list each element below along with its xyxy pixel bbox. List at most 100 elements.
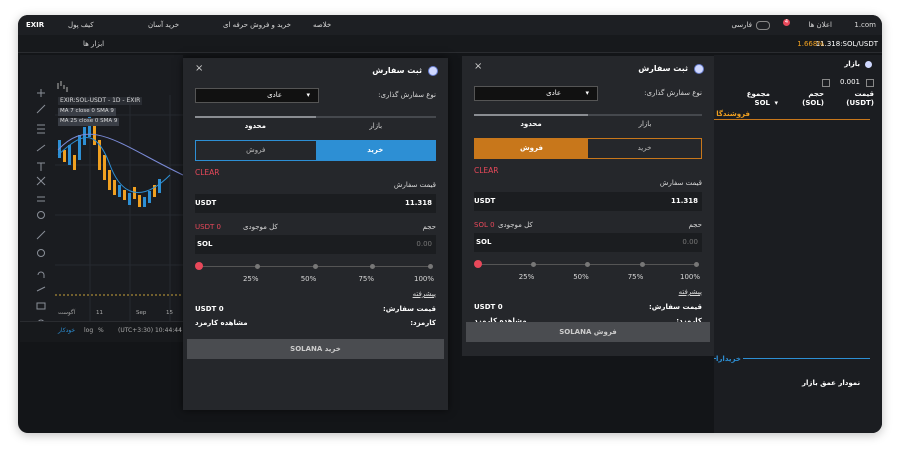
submit-button[interactable]: فروش SOLANA xyxy=(466,322,710,342)
total-value: USDT 0 xyxy=(195,305,224,313)
tab-line xyxy=(474,114,588,116)
brand: EXIR xyxy=(26,21,45,29)
x-label: آگوست xyxy=(58,310,75,316)
order-panel: × ثبت سفارش نوع سفارش گذاری: عادی ▾ بازار محدو… xyxy=(462,56,714,356)
slider-dot xyxy=(639,262,645,267)
balance-label: کل موجودی xyxy=(243,223,278,231)
book-header: قیمت xyxy=(854,90,874,98)
fee-link[interactable]: مشاهده کارمزد xyxy=(474,317,527,325)
close-button[interactable]: × xyxy=(474,61,483,72)
chart-time: (UTC+3:30) 10:44:44 xyxy=(118,327,182,334)
tab-line xyxy=(195,116,316,118)
order-type-dropdown[interactable]: عادی ▾ xyxy=(195,88,319,103)
dropdown-value: عادی xyxy=(267,91,282,99)
total-label: قیمت سفارش: xyxy=(382,305,436,313)
fee-label: کارمزد: xyxy=(410,319,436,327)
total-value: USDT 0 xyxy=(474,303,503,311)
sellers-line xyxy=(714,119,870,120)
notifications[interactable]: اعلان ها xyxy=(808,21,833,29)
price-label: قیمت سفارش xyxy=(393,181,436,189)
site[interactable]: 1.com xyxy=(854,21,876,29)
volume-label: حجم xyxy=(422,223,436,231)
dropdown-arrow: ▾ xyxy=(306,91,310,99)
chart-footer xyxy=(20,321,183,342)
price-input[interactable]: USDT 11.318 xyxy=(195,194,436,213)
tab-line xyxy=(588,114,702,116)
amount-input[interactable]: SOL 0.00 xyxy=(195,235,436,254)
buyers-line xyxy=(714,358,870,359)
slider-label: 25% xyxy=(518,273,535,281)
depth-title: نمودار عمق بازار xyxy=(802,379,861,387)
advanced-link[interactable]: پیشرفته xyxy=(412,290,436,298)
side-button[interactable]: خرید xyxy=(315,141,435,160)
x-label: 15 xyxy=(166,310,173,316)
step-value: 0.001 xyxy=(839,78,860,86)
side-button[interactable]: فروش xyxy=(475,139,588,158)
buyers-label: خریدارا xyxy=(716,355,743,363)
chart-symbol: EXIR:SOL-USDT - 1D - EXIR xyxy=(58,97,143,105)
language[interactable]: فارسی xyxy=(731,21,752,29)
slider-handle[interactable] xyxy=(474,260,482,268)
side-button[interactable]: خرید xyxy=(637,144,652,152)
x-label: Sep xyxy=(136,310,147,316)
slider-dot xyxy=(694,262,699,267)
total-label: قیمت سفارش: xyxy=(648,303,702,311)
tool-bar xyxy=(18,35,882,53)
clear-button[interactable]: CLEAR xyxy=(474,166,499,175)
amount-value: 0.00 xyxy=(416,240,432,248)
sellers-label: فروشندگا xyxy=(716,110,750,118)
chart-control[interactable]: خودکار xyxy=(58,327,76,334)
nav-item[interactable]: خرید آسان xyxy=(148,21,180,29)
panel-icon xyxy=(428,66,438,76)
step-plus[interactable] xyxy=(822,79,830,87)
book-header: حجم xyxy=(808,90,824,98)
pair-price: 11.318:SOL/USDT xyxy=(815,40,878,48)
nav-item[interactable]: خرید و فروش حرفه ای xyxy=(223,21,291,29)
order-tab[interactable]: محدود xyxy=(244,122,266,130)
tools-menu[interactable]: ابزار ها xyxy=(83,40,105,48)
order-type-dropdown[interactable]: عادی ▾ xyxy=(474,86,598,101)
submit-button[interactable]: خرید SOLANA xyxy=(187,339,444,359)
sort-arrow: ▾ xyxy=(774,99,778,107)
balance-value: SOL 0 xyxy=(474,221,495,229)
nav-item[interactable]: خلاصه xyxy=(313,21,332,29)
price-value: 11.318 xyxy=(670,197,698,205)
advanced-link[interactable]: پیشرفته xyxy=(678,288,702,296)
order-type-label: نوع سفارش گذاری: xyxy=(644,89,702,97)
book-header: مجموع xyxy=(746,90,770,98)
price-unit: USDT xyxy=(474,197,496,205)
slider-dot xyxy=(312,264,318,269)
fee-link[interactable]: مشاهده کارمزد xyxy=(195,319,248,327)
panel-title: ثبت سفارش xyxy=(638,64,688,73)
slider-label: 75% xyxy=(358,275,375,283)
book-header-unit: SOL xyxy=(754,99,770,107)
slider-label: 25% xyxy=(242,275,259,283)
panel-title: ثبت سفارش xyxy=(372,66,422,75)
x-label: 11 xyxy=(96,310,103,316)
slider-label: 75% xyxy=(627,273,644,281)
price-unit: USDT xyxy=(195,199,217,207)
book-title: بازار xyxy=(844,60,860,68)
slider-handle[interactable] xyxy=(195,262,203,270)
side-button[interactable]: فروش xyxy=(246,146,266,154)
amount-input[interactable]: SOL 0.00 xyxy=(474,233,702,252)
chart-control[interactable]: log xyxy=(84,327,94,334)
amount-unit: SOL xyxy=(197,240,213,248)
chart-control[interactable]: % xyxy=(98,327,104,334)
step-minus[interactable] xyxy=(866,79,874,87)
order-tab[interactable]: بازار xyxy=(638,120,652,128)
price-input[interactable]: USDT 11.318 xyxy=(474,192,702,211)
top-bar xyxy=(18,15,882,35)
nav-item[interactable]: کیف پول xyxy=(68,21,94,29)
price-value: 11.318 xyxy=(404,199,432,207)
clear-button[interactable]: CLEAR xyxy=(195,168,220,177)
tab-line xyxy=(315,116,436,118)
balance-value: USDT 0 xyxy=(195,223,221,231)
badge: 4 xyxy=(782,19,790,26)
indicator: MA 25 close 0 SMA 9 xyxy=(58,118,120,126)
slider-label: 50% xyxy=(573,273,589,281)
close-button[interactable]: × xyxy=(195,63,204,74)
order-tab[interactable]: محدود xyxy=(520,120,542,128)
order-tab[interactable]: بازار xyxy=(369,122,383,130)
dropdown-arrow: ▾ xyxy=(585,89,589,97)
